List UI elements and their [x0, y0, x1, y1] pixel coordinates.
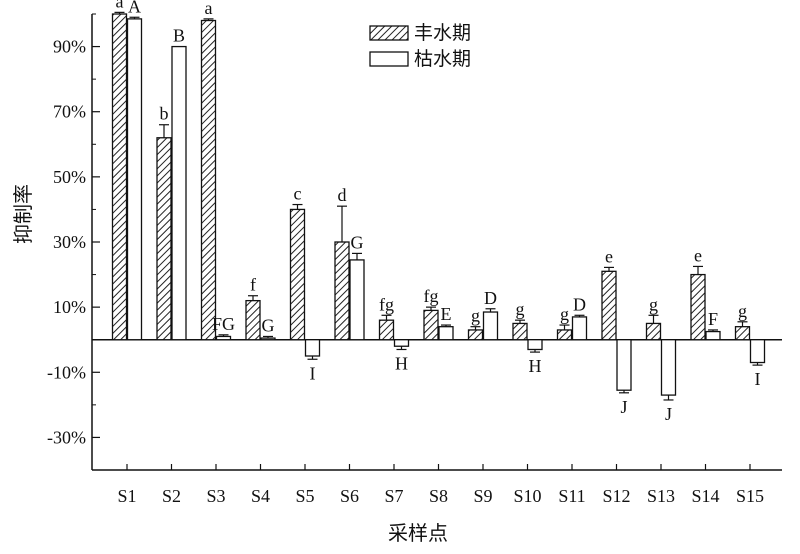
significance-letter: J: [620, 397, 627, 417]
significance-letter: H: [529, 356, 542, 376]
bar: [512, 322, 528, 341]
significance-letter: g: [471, 306, 480, 326]
y-tick-label: 10%: [53, 297, 86, 317]
significance-letter: a: [205, 0, 213, 18]
y-axis-label: 抑制率: [11, 184, 35, 244]
significance-letter: g: [738, 301, 747, 321]
significance-letter: D: [484, 288, 497, 308]
significance-letter: c: [294, 184, 302, 204]
y-tick-label: -30%: [47, 427, 86, 447]
bar: [378, 319, 395, 341]
significance-letter: g: [649, 294, 658, 314]
bar: [482, 311, 499, 341]
bar: [126, 18, 143, 341]
x-tick-label: S12: [602, 486, 630, 506]
y-tick-label: -10%: [47, 362, 86, 382]
bar: [616, 339, 632, 391]
significance-letter: FG: [212, 314, 235, 334]
bar: [393, 339, 410, 347]
significance-letter: d: [338, 185, 347, 205]
x-axis-label: 采样点: [388, 521, 448, 545]
significance-letter: g: [516, 299, 525, 319]
x-tick-label: S6: [340, 486, 359, 506]
y-tick-label: 70%: [53, 102, 86, 122]
significance-letter: B: [173, 26, 185, 46]
significance-letter: G: [262, 315, 275, 335]
bar: [571, 316, 588, 341]
significance-letter: a: [116, 0, 124, 11]
bar: [660, 339, 677, 396]
x-tick-label: S10: [513, 486, 541, 506]
y-tick-label: 30%: [53, 232, 86, 252]
bar: [734, 326, 751, 341]
bar: [601, 270, 617, 341]
bar: [438, 326, 454, 341]
x-tick-label: S14: [691, 486, 719, 506]
significance-letter: e: [605, 246, 613, 266]
significance-letter: I: [310, 363, 316, 383]
bar: [215, 335, 232, 341]
x-tick-label: S11: [558, 486, 585, 506]
x-tick-label: S9: [473, 486, 492, 506]
x-tick-label: S5: [295, 486, 314, 506]
bar: [423, 309, 439, 341]
bar: [156, 137, 172, 341]
significance-letter: fg: [379, 294, 394, 314]
bar: [690, 273, 706, 341]
legend-swatch: [369, 25, 409, 41]
x-tick-label: S7: [384, 486, 403, 506]
significance-letter: b: [160, 104, 169, 124]
x-tick-label: S13: [647, 486, 675, 506]
legend-label: 枯水期: [414, 48, 471, 70]
bar: [111, 13, 128, 341]
significance-letter: J: [665, 404, 672, 424]
significance-letter: D: [573, 294, 586, 314]
x-tick-label: S3: [206, 486, 225, 506]
significance-letter: fg: [424, 286, 439, 306]
significance-letter: g: [560, 304, 569, 324]
bar: [349, 259, 365, 341]
y-tick-label: 90%: [53, 37, 86, 57]
x-tick-label: S8: [429, 486, 448, 506]
bar: [245, 299, 261, 341]
legend-label: 丰水期: [414, 22, 471, 44]
x-tick-label: S4: [251, 486, 270, 506]
legend-swatch: [369, 51, 409, 67]
significance-letter: H: [395, 353, 408, 373]
bar: [304, 339, 321, 357]
significance-letter: e: [694, 245, 702, 265]
bar: [260, 337, 276, 341]
bar: [556, 329, 573, 341]
significance-letter: A: [128, 0, 141, 16]
bar: [467, 329, 484, 341]
bar: [527, 339, 543, 351]
bar: [171, 45, 187, 341]
bar: [705, 330, 721, 341]
significance-letter: F: [708, 309, 718, 329]
significance-letter: f: [250, 275, 256, 295]
y-tick-label: 50%: [53, 167, 86, 187]
significance-letter: G: [351, 232, 364, 252]
bar: [289, 208, 306, 341]
bar: [749, 339, 766, 364]
bar: [645, 322, 662, 341]
x-tick-label: S15: [736, 486, 764, 506]
significance-letter: I: [755, 369, 761, 389]
significance-letter: E: [441, 304, 452, 324]
bar: [334, 241, 350, 341]
x-tick-label: S1: [117, 486, 136, 506]
bar: [200, 19, 217, 341]
x-tick-label: S2: [162, 486, 181, 506]
